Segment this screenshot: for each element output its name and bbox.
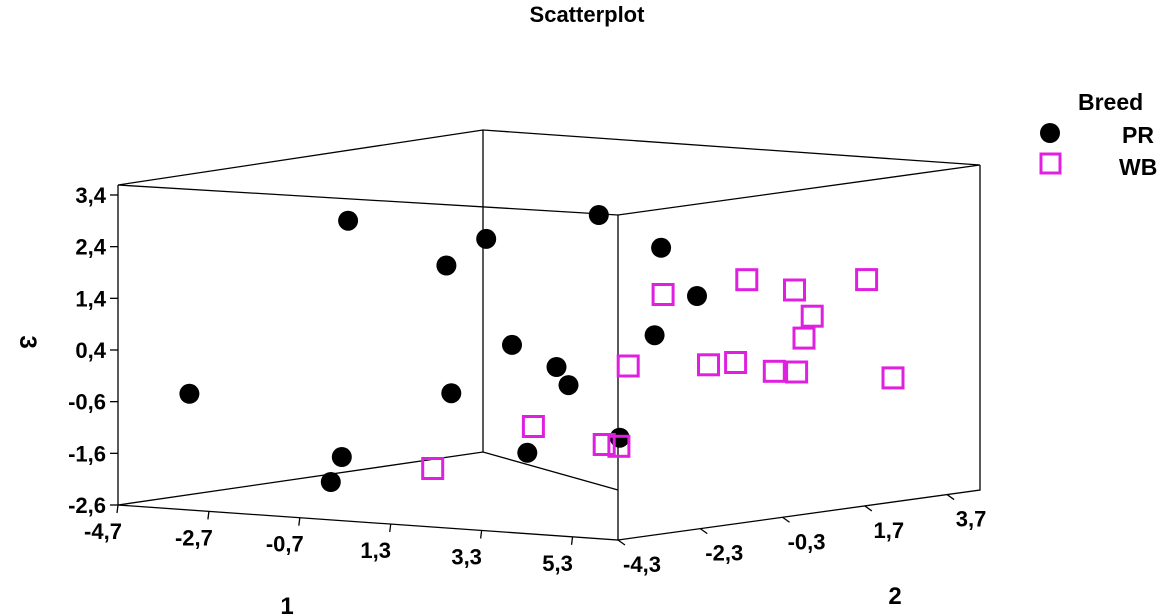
x-tick-label: -2,7 [175, 525, 213, 550]
z-tick-label: 1,4 [75, 286, 106, 311]
point-pr [338, 210, 359, 231]
point-pr [179, 383, 200, 404]
point-pr [558, 375, 579, 396]
x-tick-mark [298, 517, 301, 526]
legend-title: Breed [1078, 89, 1143, 115]
point-wb [800, 304, 824, 328]
point-wb [785, 360, 809, 384]
point-wb [607, 434, 631, 458]
y-tick-label: 1,7 [874, 518, 905, 543]
right-face-edges [617, 165, 981, 541]
x-axis-title: 1 [280, 593, 293, 616]
x-tick-label: 1,3 [360, 538, 391, 563]
z-axis-title: 3 [14, 335, 41, 348]
point-pr [331, 447, 352, 467]
point-wb [762, 359, 786, 383]
y-tick-mark [699, 528, 708, 535]
y-axis-title: 2 [888, 583, 901, 610]
y-tick-label: 3,7 [956, 507, 987, 532]
point-pr [476, 228, 497, 249]
y-tick-mark [946, 494, 955, 501]
point-pr [436, 255, 457, 276]
point-wb [521, 415, 545, 438]
legend-marker-pr [1040, 123, 1060, 143]
point-pr [546, 357, 567, 377]
point-wb [724, 351, 748, 374]
chart-title: Scatterplot [530, 2, 646, 27]
plot-box [117, 129, 981, 541]
y-tick-label: -4,3 [623, 552, 661, 577]
point-pr [687, 286, 707, 306]
x-tick-label: -0,7 [266, 532, 304, 557]
x-tick-mark [389, 524, 392, 533]
point-wb [735, 268, 759, 292]
z-tick-label: 2,4 [75, 235, 106, 260]
point-wb [592, 433, 616, 456]
x-tick-label: 3,3 [451, 544, 482, 569]
z-tick-label: -1,6 [68, 441, 106, 466]
y-tick-mark [864, 505, 873, 512]
y-tick-mark [782, 516, 790, 523]
x-tick-mark [570, 536, 574, 545]
x-axis-ticks: -4,7 -2,7 -0,7 1,3 3,3 5,3 [84, 504, 574, 576]
data-points [179, 205, 905, 492]
point-pr [517, 442, 538, 463]
y-tick-mark [617, 539, 626, 546]
legend-marker-wb [1039, 152, 1062, 175]
legend: Breed PR WB [1039, 89, 1157, 180]
point-wb [855, 268, 879, 292]
point-pr [441, 383, 462, 404]
point-pr [651, 237, 672, 258]
point-pr [644, 325, 665, 346]
point-wb [783, 278, 806, 302]
x-tick-mark [116, 504, 119, 514]
point-wb [881, 366, 905, 390]
point-pr [320, 472, 341, 492]
x-tick-mark [479, 530, 483, 539]
x-tick-mark [207, 511, 210, 520]
x-tick-label: 5,3 [542, 551, 573, 576]
y-tick-label: -2,3 [705, 541, 743, 566]
point-wb [697, 353, 720, 377]
point-pr [588, 205, 609, 225]
front-left-edges [117, 185, 619, 541]
top-face [117, 129, 981, 216]
z-tick-label: 3,4 [75, 183, 106, 208]
point-pr [502, 334, 522, 355]
y-tick-label: -0,3 [788, 529, 826, 554]
point-wb [651, 283, 675, 306]
y-axis-ticks: -4,3 -2,3 -0,3 1,7 3,7 [617, 494, 987, 577]
legend-entry-pr: PR [1122, 122, 1154, 148]
legend-entry-wb: WB [1119, 154, 1157, 180]
z-tick-label: -0,6 [68, 390, 106, 415]
x-tick-label: -4,7 [84, 519, 122, 544]
point-wb [421, 457, 445, 480]
point-wb [616, 354, 640, 378]
z-tick-label: 0,4 [75, 338, 106, 363]
point-wb [792, 326, 816, 350]
z-axis-ticks: 3,4 2,4 1,4 0,4 -0,6 -1,6 -2,6 [68, 183, 118, 518]
z-tick-label: -2,6 [68, 493, 106, 518]
back-bottom-edges [117, 451, 619, 506]
